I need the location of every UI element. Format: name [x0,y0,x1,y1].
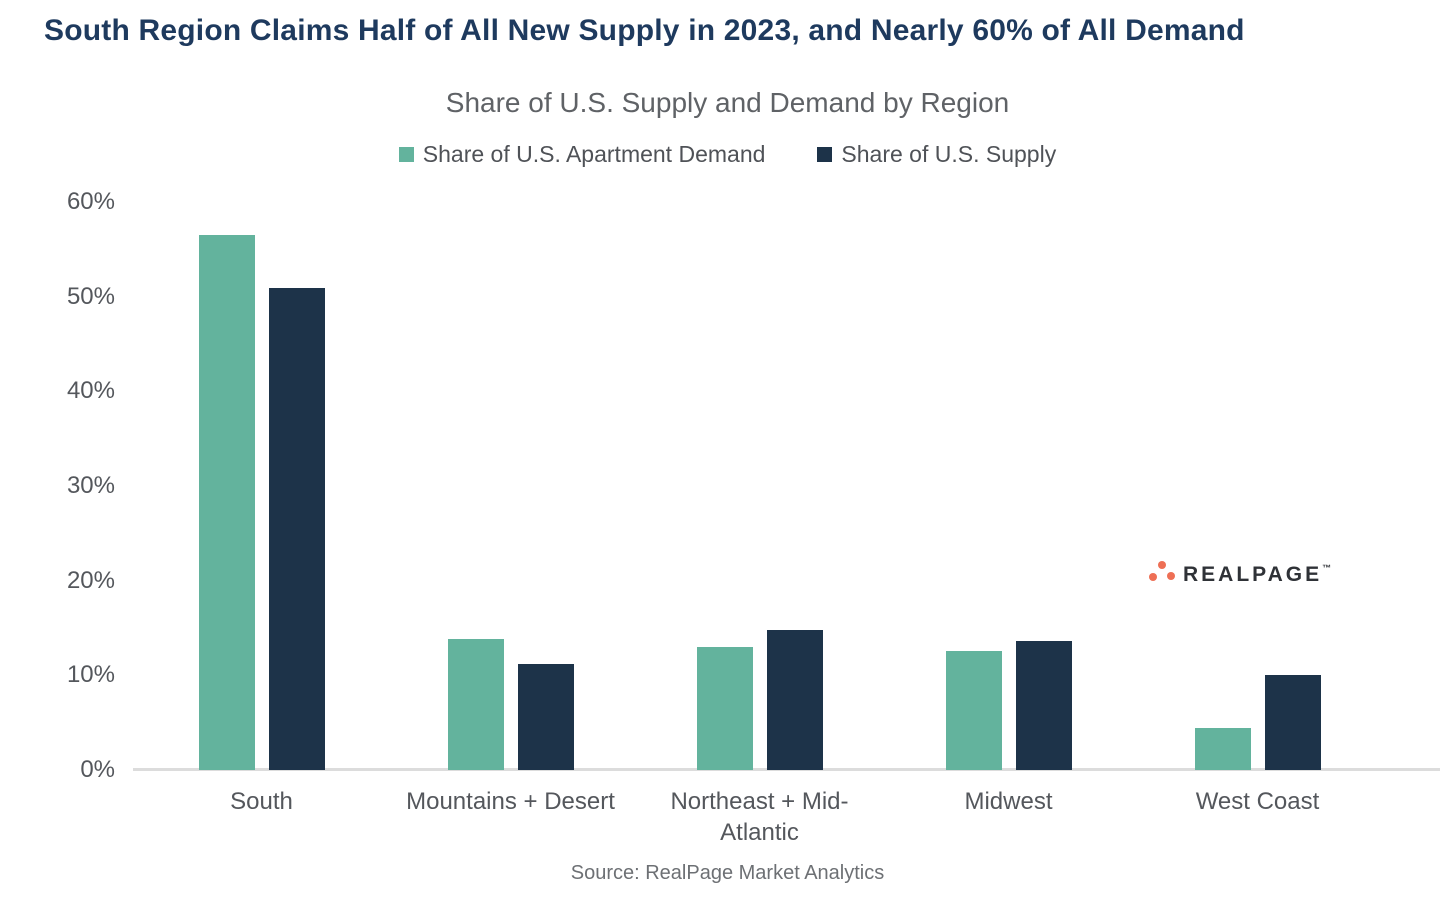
x-axis-category-label: South [230,788,293,815]
chart-legend: Share of U.S. Apartment Demand Share of … [0,141,1455,168]
y-axis-tick-label: 0% [80,756,115,783]
chart-subtitle: Share of U.S. Supply and Demand by Regio… [445,87,1010,118]
bar-supply [766,629,823,770]
x-axis-category-label: Mountains + Desert [406,788,615,815]
realpage-logo: REALPAGE™ [1146,556,1336,596]
y-axis-tick-label: 40% [66,377,115,405]
legend-item-supply: Share of U.S. Supply [817,141,1056,168]
logo-wordmark: REALPAGE™ [1183,563,1332,586]
bar-supply [517,663,574,770]
y-axis-tick-label: 20% [66,566,115,594]
bar-demand [447,639,504,770]
bar-demand [696,646,753,770]
y-axis-tick-label: 60% [66,188,115,215]
source-note: Source: RealPage Market Analytics [570,862,885,884]
legend-label-supply: Share of U.S. Supply [841,141,1057,167]
y-axis-tick-label: 30% [66,472,115,499]
legend-label-demand: Share of U.S. Apartment Demand [422,141,766,167]
legend-swatch-demand [398,147,414,162]
logo-dot-icon [1167,572,1175,580]
bar-supply [268,288,325,770]
legend-item-demand: Share of U.S. Apartment Demand [398,141,766,168]
y-axis-tick-label: 10% [66,661,115,689]
legend-swatch-supply [817,147,833,162]
bar-demand [1194,728,1251,770]
bar-supply [1264,675,1321,770]
trademark-mark: ™ [1322,563,1332,573]
chart-title: South Region Claims Half of All New Supp… [44,14,1245,47]
logo-dot-icon [1158,561,1166,569]
bar-demand [198,235,255,770]
x-axis-category-label: West Coast [1195,788,1320,815]
logo-dot-icon [1149,573,1157,581]
bar-supply [1015,641,1072,770]
x-axis-category-label: Northeast + Mid-Atlantic [670,788,849,846]
y-axis-tick-label: 50% [66,282,115,310]
bar-demand [945,650,1002,770]
x-axis-category-label: Midwest [964,788,1053,815]
